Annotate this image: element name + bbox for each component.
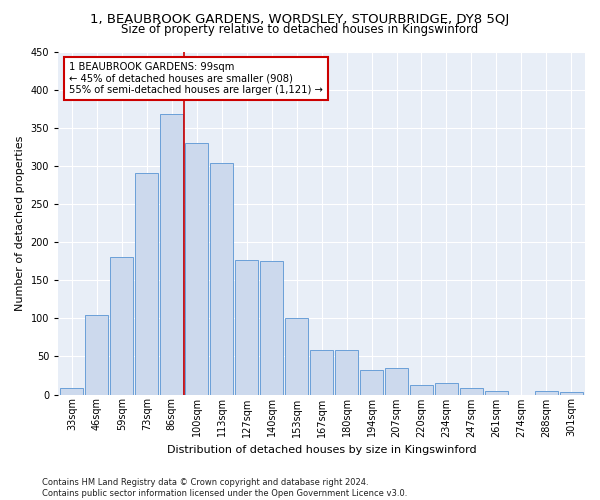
Y-axis label: Number of detached properties: Number of detached properties — [15, 136, 25, 310]
Bar — [235, 260, 258, 394]
Bar — [560, 392, 583, 394]
Bar — [335, 350, 358, 395]
Bar — [435, 383, 458, 394]
Bar — [535, 392, 558, 394]
Text: 1 BEAUBROOK GARDENS: 99sqm
← 45% of detached houses are smaller (908)
55% of sem: 1 BEAUBROOK GARDENS: 99sqm ← 45% of deta… — [69, 62, 323, 95]
Bar — [61, 388, 83, 394]
Text: Contains HM Land Registry data © Crown copyright and database right 2024.
Contai: Contains HM Land Registry data © Crown c… — [42, 478, 407, 498]
Text: Size of property relative to detached houses in Kingswinford: Size of property relative to detached ho… — [121, 22, 479, 36]
Bar — [136, 172, 158, 394]
Bar — [285, 318, 308, 394]
Bar — [310, 350, 333, 395]
Bar — [260, 261, 283, 394]
Bar — [485, 390, 508, 394]
Text: 1, BEAUBROOK GARDENS, WORDSLEY, STOURBRIDGE, DY8 5QJ: 1, BEAUBROOK GARDENS, WORDSLEY, STOURBRI… — [91, 12, 509, 26]
X-axis label: Distribution of detached houses by size in Kingswinford: Distribution of detached houses by size … — [167, 445, 476, 455]
Bar — [360, 370, 383, 394]
Bar — [85, 315, 109, 394]
Bar — [185, 143, 208, 395]
Bar — [110, 256, 133, 394]
Bar — [460, 388, 483, 394]
Bar — [210, 163, 233, 394]
Bar — [385, 368, 408, 394]
Bar — [160, 114, 183, 394]
Bar — [410, 386, 433, 394]
